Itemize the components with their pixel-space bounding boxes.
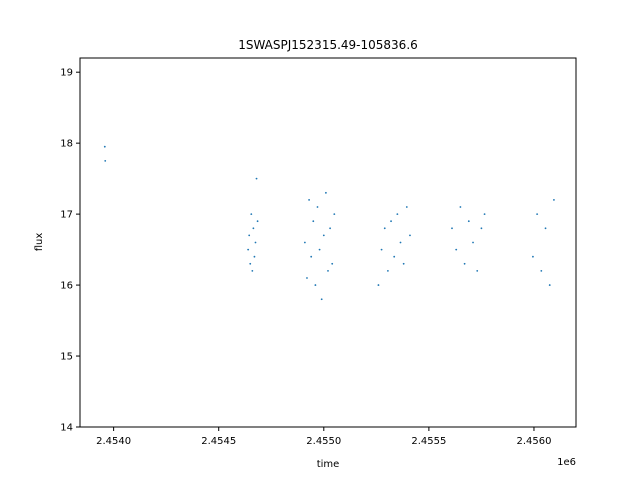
data-point	[393, 255, 396, 258]
data-point	[540, 269, 543, 272]
data-point	[329, 227, 331, 230]
x-tick-label: 2.4560	[516, 436, 551, 447]
y-tick-label: 19	[60, 68, 73, 79]
x-tick-label: 2.4550	[306, 436, 341, 447]
y-axis-ticks: 14 15 16 17 18 19	[60, 68, 80, 434]
data-point	[250, 213, 253, 216]
data-point	[255, 177, 258, 180]
data-point	[409, 234, 411, 237]
data-point	[383, 227, 386, 230]
data-point	[254, 241, 257, 244]
data-point	[327, 269, 329, 272]
data-point	[308, 199, 310, 201]
data-point	[380, 248, 383, 251]
data-point	[318, 248, 321, 251]
chart-title: 1SWASPJ152315.49-105836.6	[238, 38, 418, 52]
data-point	[252, 227, 255, 230]
x-axis-label: time	[317, 459, 340, 470]
data-point	[467, 220, 470, 223]
y-tick-label: 16	[60, 281, 73, 292]
data-point	[310, 255, 313, 258]
data-point	[247, 248, 250, 251]
data-point	[396, 213, 399, 216]
data-point	[455, 248, 458, 251]
data-point	[248, 234, 251, 237]
data-point	[251, 269, 254, 272]
data-point	[306, 277, 308, 279]
data-point	[377, 284, 380, 286]
data-point	[316, 206, 319, 208]
data-point	[322, 234, 325, 237]
x-axis-offset-label: 1e6	[557, 457, 576, 468]
data-point	[459, 206, 462, 208]
data-point	[253, 255, 256, 258]
data-point	[553, 199, 555, 201]
data-point	[249, 262, 252, 265]
data-point	[303, 241, 306, 244]
data-point	[463, 262, 466, 265]
data-point	[402, 262, 405, 265]
data-point	[483, 213, 486, 216]
data-point	[387, 269, 389, 272]
data-point	[104, 159, 107, 162]
y-axis-label: flux	[34, 233, 45, 252]
data-point	[325, 191, 327, 194]
data-point	[480, 227, 483, 230]
data-point	[390, 220, 392, 223]
data-point	[472, 241, 474, 244]
data-point	[405, 206, 408, 208]
y-tick-label: 15	[60, 352, 73, 363]
x-axis-ticks: 2.4540 2.4545 2.4550 2.4555 2.4560	[96, 427, 551, 447]
x-tick-label: 2.4555	[411, 436, 446, 447]
data-point	[333, 213, 336, 216]
data-point	[548, 284, 551, 286]
data-point	[536, 213, 539, 216]
data-point	[331, 262, 334, 265]
data-point	[312, 220, 315, 223]
data-point	[476, 269, 479, 272]
data-point	[451, 227, 453, 230]
y-tick-label: 14	[60, 423, 73, 434]
plot-frame	[79, 57, 577, 428]
y-tick-label: 17	[60, 210, 73, 221]
data-point	[544, 227, 547, 230]
x-tick-label: 2.4545	[201, 436, 236, 447]
data-point	[256, 220, 259, 223]
x-tick-label: 2.4540	[96, 436, 131, 447]
data-points	[103, 145, 555, 301]
data-point	[103, 145, 106, 148]
data-point	[314, 284, 317, 286]
data-point	[399, 241, 402, 244]
data-point	[532, 255, 534, 258]
y-tick-label: 18	[60, 139, 73, 150]
data-point	[320, 298, 323, 301]
